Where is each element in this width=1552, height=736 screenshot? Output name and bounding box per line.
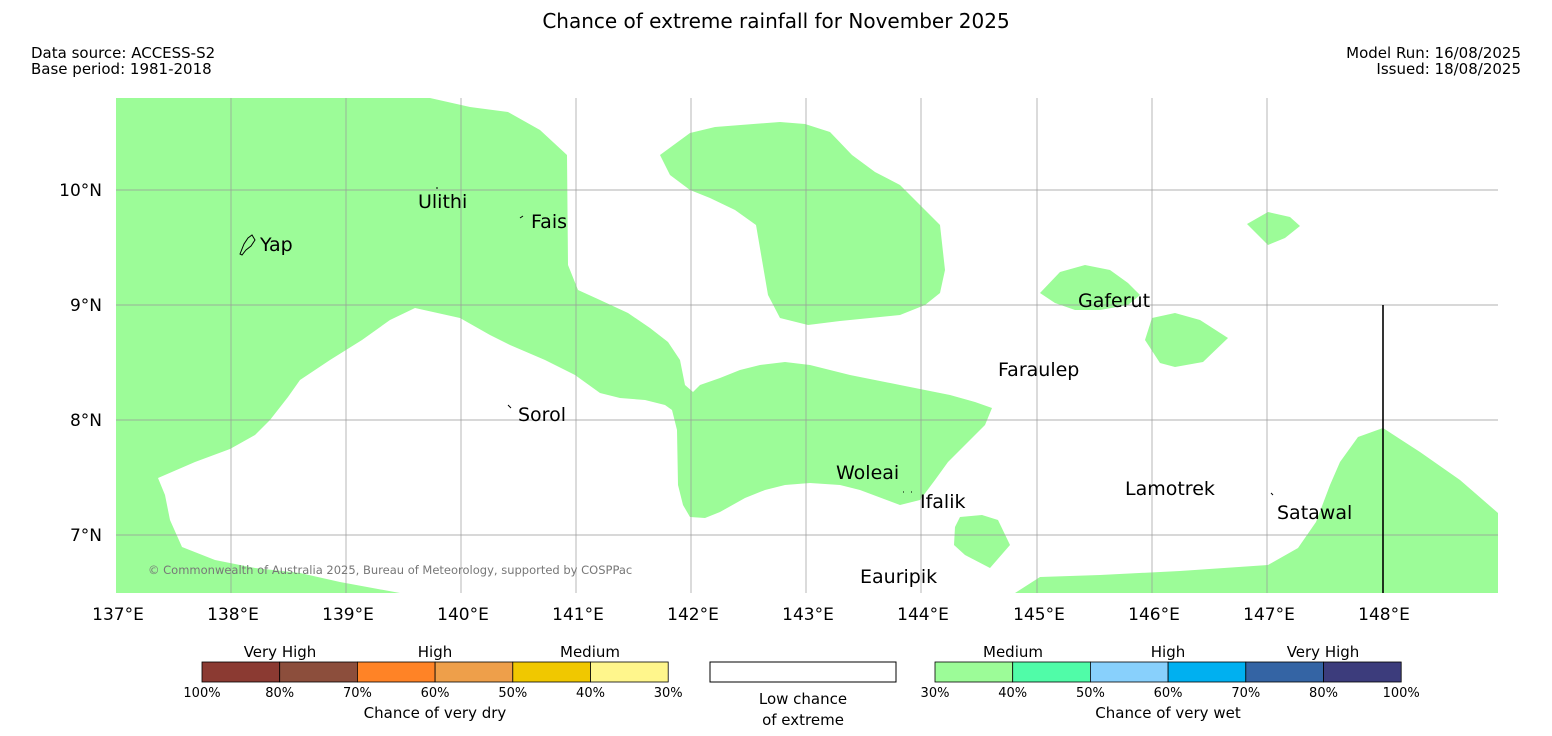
lat-label-8: 8°N bbox=[70, 411, 102, 431]
medium-wet-region-eauripik bbox=[954, 515, 1010, 568]
satawal-marker bbox=[1270, 492, 1274, 496]
longitude-labels: 137°E 138°E 139°E 140°E 141°E 142°E 143°… bbox=[92, 605, 1410, 625]
dry-tick-labels: 100% 80% 70% 60% 50% 40% 30% bbox=[183, 686, 682, 701]
label-satawal: Satawal bbox=[1277, 502, 1352, 524]
lon-label-146: 146°E bbox=[1128, 605, 1180, 625]
wet-tick-label: 70% bbox=[1231, 686, 1260, 701]
wet-swatch-5 bbox=[1323, 661, 1402, 683]
dry-swatch-5 bbox=[590, 661, 669, 683]
label-ulithi: Ulithi bbox=[418, 191, 467, 213]
lon-label-144: 144°E bbox=[897, 605, 949, 625]
dry-swatch-2 bbox=[356, 661, 436, 683]
wet-tick-label: 60% bbox=[1154, 686, 1183, 701]
model-run-text: Model Run: 16/08/2025 bbox=[1346, 44, 1521, 62]
medium-wet-region-northeast bbox=[1247, 212, 1300, 245]
legend-wet: Medium High Very High 30% 40% 50% 60% 70% 80%… bbox=[921, 643, 1420, 722]
map-title: Chance of extreme rainfall for November … bbox=[542, 9, 1010, 33]
lat-label-9: 9°N bbox=[70, 296, 102, 316]
medium-wet-region-east-small bbox=[1145, 313, 1228, 367]
lon-label-139: 139°E bbox=[322, 605, 374, 625]
label-sorol: Sorol bbox=[518, 404, 566, 426]
dry-category-high: High bbox=[418, 643, 452, 661]
low-chance-line2: of extreme bbox=[762, 711, 844, 729]
low-chance-line1: Low chance bbox=[759, 690, 847, 708]
dry-tick-label: 50% bbox=[498, 686, 527, 701]
base-period-text: Base period: 1981-2018 bbox=[31, 60, 212, 78]
label-faraulep: Faraulep bbox=[998, 359, 1079, 381]
wet-tick-labels: 30% 40% 50% 60% 70% 80% 100% bbox=[921, 686, 1420, 701]
wet-swatch-4 bbox=[1245, 661, 1324, 683]
lat-label-10: 10°N bbox=[59, 181, 102, 201]
dry-tick-label: 30% bbox=[654, 686, 683, 701]
medium-wet-region-west bbox=[116, 98, 992, 593]
wet-category-medium: Medium bbox=[983, 643, 1043, 661]
label-gaferut: Gaferut bbox=[1078, 290, 1150, 312]
dry-tick-label: 70% bbox=[343, 686, 372, 701]
lat-label-7: 7°N bbox=[70, 526, 102, 546]
copyright-text: © Commonwealth of Australia 2025, Bureau… bbox=[148, 563, 632, 577]
wet-swatch-0 bbox=[934, 661, 1014, 683]
label-eauripik: Eauripik bbox=[860, 566, 937, 588]
wet-category-very-high: Very High bbox=[1287, 643, 1360, 661]
map-panel: © Commonwealth of Australia 2025, Bureau… bbox=[116, 98, 1498, 593]
sorol-marker bbox=[507, 404, 512, 409]
issued-text: Issued: 18/08/2025 bbox=[1376, 60, 1521, 78]
label-ifalik: Ifalik bbox=[920, 491, 966, 513]
legend-dry: Very High High Medium 100% 80% 70% 60% 50% 40… bbox=[183, 643, 682, 722]
label-woleai: Woleai bbox=[836, 462, 899, 484]
wet-tick-label: 30% bbox=[921, 686, 950, 701]
lon-label-141: 141°E bbox=[552, 605, 604, 625]
wet-tick-label: 40% bbox=[998, 686, 1027, 701]
lon-label-147: 147°E bbox=[1243, 605, 1295, 625]
medium-wet-region-north bbox=[660, 122, 945, 325]
dry-tick-label: 80% bbox=[265, 686, 294, 701]
dry-tick-label: 60% bbox=[421, 686, 450, 701]
low-chance-swatch bbox=[709, 661, 897, 683]
latitude-labels: 10°N 9°N 8°N 7°N bbox=[59, 181, 102, 546]
label-yap: Yap bbox=[259, 234, 293, 256]
medium-wet-region-gaferut bbox=[1040, 265, 1140, 310]
wet-tick-label: 100% bbox=[1383, 686, 1420, 701]
dry-legend-title: Chance of very dry bbox=[364, 704, 507, 722]
lon-label-142: 142°E bbox=[667, 605, 719, 625]
lon-label-148: 148°E bbox=[1358, 605, 1410, 625]
wet-swatch-1 bbox=[1012, 661, 1091, 683]
wet-legend-title: Chance of very wet bbox=[1095, 704, 1241, 722]
dry-swatch-4 bbox=[512, 661, 591, 683]
lon-label-143: 143°E bbox=[782, 605, 834, 625]
dry-swatch-0 bbox=[201, 661, 281, 683]
wet-category-high: High bbox=[1151, 643, 1185, 661]
wet-swatch-3 bbox=[1167, 661, 1247, 683]
lon-label-140: 140°E bbox=[437, 605, 489, 625]
run-info: Model Run: 16/08/2025 Issued: 18/08/2025 bbox=[1346, 45, 1521, 77]
wet-colorbar bbox=[934, 661, 1402, 683]
dry-tick-label: 40% bbox=[576, 686, 605, 701]
dry-category-medium: Medium bbox=[560, 643, 620, 661]
label-lamotrek: Lamotrek bbox=[1125, 478, 1215, 500]
lon-label-145: 145°E bbox=[1013, 605, 1065, 625]
legend-low-chance: Low chance of extreme bbox=[709, 661, 897, 729]
dry-category-very-high: Very High bbox=[244, 643, 317, 661]
medium-wet-region-southeast bbox=[1015, 428, 1498, 593]
fais-marker bbox=[519, 215, 524, 219]
label-fais: Fais bbox=[531, 211, 567, 233]
place-labels: Yap Ulithi Fais Gaferut Faraulep Sorol W… bbox=[259, 191, 1352, 588]
data-info: Data source: ACCESS-S2 Base period: 1981… bbox=[31, 45, 215, 77]
wet-swatch-2 bbox=[1090, 661, 1169, 683]
dry-tick-label: 100% bbox=[183, 686, 220, 701]
dry-colorbar bbox=[201, 661, 669, 683]
dry-swatch-3 bbox=[434, 661, 514, 683]
data-source-text: Data source: ACCESS-S2 bbox=[31, 44, 216, 62]
graticule bbox=[116, 98, 1498, 593]
lon-label-138: 138°E bbox=[207, 605, 259, 625]
yap-island-outline bbox=[239, 234, 256, 256]
lon-label-137: 137°E bbox=[92, 605, 144, 625]
wet-tick-label: 80% bbox=[1309, 686, 1338, 701]
island-markers bbox=[239, 187, 1274, 496]
dry-swatch-1 bbox=[279, 661, 358, 683]
wet-tick-label: 50% bbox=[1076, 686, 1105, 701]
